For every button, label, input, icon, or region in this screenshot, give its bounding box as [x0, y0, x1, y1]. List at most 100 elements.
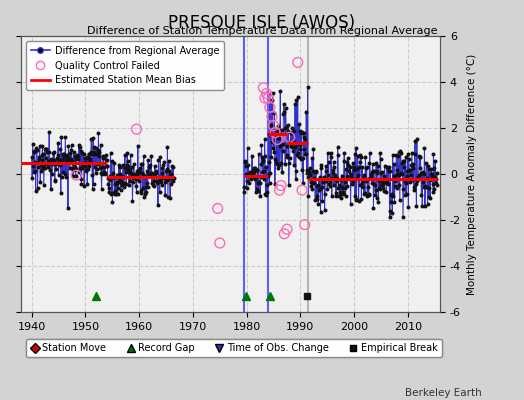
Point [61, 156, 70, 163]
Point [135, 168, 144, 175]
Point [344, 155, 352, 161]
Point [151, 168, 160, 174]
Point [278, 141, 287, 148]
Point [133, 188, 141, 195]
Point [34, 185, 42, 191]
Point [252, 174, 260, 180]
Point [349, 178, 357, 184]
Point [249, 171, 257, 178]
Point [147, 170, 155, 176]
Point [28, 174, 36, 181]
Point [163, 194, 172, 201]
Point [118, 181, 127, 187]
Point [384, 165, 392, 172]
Point [403, 151, 412, 158]
Point [148, 180, 156, 186]
Point [408, 149, 416, 156]
Point [367, 174, 375, 180]
Point [120, 180, 128, 187]
Point [158, 182, 167, 188]
Point [67, 147, 75, 153]
Point [331, 172, 340, 178]
Point [156, 189, 164, 195]
Point [320, 174, 329, 180]
Point [286, 155, 294, 162]
Point [367, 171, 375, 178]
Point [248, 152, 256, 159]
Point [285, 182, 293, 189]
Point [400, 158, 409, 164]
Point [341, 178, 350, 185]
Point [267, 154, 276, 160]
Point [153, 180, 161, 186]
Point [152, 170, 160, 176]
Point [419, 178, 427, 185]
Point [132, 183, 140, 189]
Point [322, 178, 331, 184]
Point [51, 160, 60, 167]
Point [333, 175, 341, 181]
Point [364, 176, 372, 182]
Point [63, 159, 71, 165]
Point [399, 214, 407, 220]
Point [36, 142, 44, 149]
Point [282, 152, 291, 159]
Point [155, 178, 163, 184]
Point [163, 177, 171, 183]
Point [373, 195, 381, 201]
Point [32, 145, 40, 151]
Point [157, 170, 166, 176]
Point [271, 156, 279, 162]
Point [34, 164, 42, 170]
Point [385, 208, 394, 215]
Point [62, 151, 71, 158]
Point [57, 190, 65, 196]
Point [423, 200, 432, 207]
Point [330, 164, 339, 170]
Point [411, 176, 420, 182]
Point [289, 148, 298, 154]
Point [137, 190, 145, 197]
Text: Berkeley Earth: Berkeley Earth [406, 388, 482, 398]
Point [384, 180, 392, 187]
Point [337, 195, 345, 202]
Point [105, 185, 113, 192]
Point [253, 167, 261, 173]
Point [316, 209, 325, 215]
Point [330, 159, 338, 165]
Point [318, 184, 326, 190]
Point [45, 129, 53, 136]
Point [159, 174, 168, 180]
Point [86, 156, 94, 163]
Point [138, 170, 147, 176]
Point [149, 182, 157, 188]
Point [250, 165, 258, 171]
Point [357, 196, 366, 202]
Point [330, 182, 338, 188]
Point [305, 169, 313, 176]
Point [43, 148, 51, 155]
Point [382, 179, 390, 186]
Point [98, 164, 106, 170]
Point [163, 144, 171, 150]
Point [270, 149, 278, 155]
Point [332, 192, 340, 199]
Point [427, 165, 435, 172]
Point [356, 152, 365, 158]
Point [243, 185, 251, 192]
Point [264, 172, 272, 178]
Point [83, 154, 92, 161]
Point [406, 167, 414, 174]
Point [395, 149, 403, 155]
Point [129, 179, 137, 185]
Point [333, 177, 341, 184]
Point [61, 171, 69, 178]
Point [213, 205, 222, 212]
Point [429, 150, 438, 157]
Point [266, 104, 274, 110]
Point [427, 170, 435, 177]
Point [253, 167, 261, 173]
Point [28, 153, 36, 160]
Point [377, 170, 386, 176]
Point [366, 150, 374, 156]
